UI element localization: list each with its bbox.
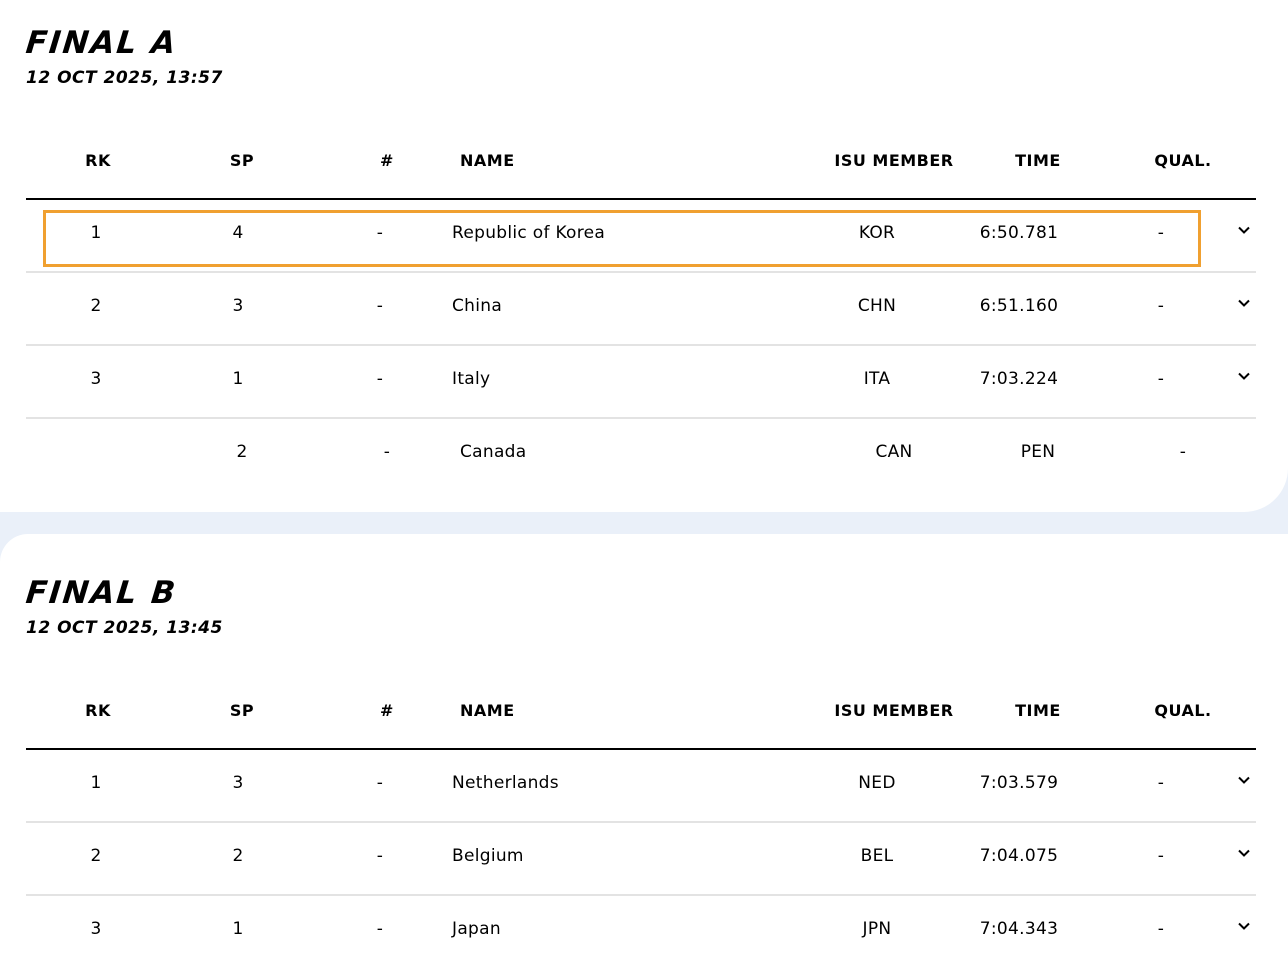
cell-isu-member: CHN: [857, 296, 897, 316]
cell-name: Canada: [460, 442, 527, 462]
chevron-down-icon[interactable]: [1237, 773, 1251, 787]
chevron-down-icon[interactable]: [1237, 919, 1251, 933]
cell-rk: 1: [90, 773, 102, 793]
table-header: RK SP # NAME ISU MEMBER TIME QUAL.: [26, 676, 1256, 750]
header-time: TIME: [1015, 701, 1061, 720]
cell-number: -: [376, 223, 384, 243]
cell-sp: 3: [232, 773, 244, 793]
section-title: FINAL B: [24, 575, 179, 611]
header-sp: SP: [229, 701, 255, 720]
cell-qual: -: [1179, 442, 1187, 462]
cell-number: -: [376, 296, 384, 316]
cell-number: -: [376, 369, 384, 389]
header-sp: SP: [229, 151, 255, 170]
cell-qual: -: [1157, 223, 1165, 243]
cell-isu-member: KOR: [858, 223, 896, 243]
table-row[interactable]: 2 2 - Belgium BEL 7:04.075 -: [26, 822, 1256, 896]
cell-rk: 3: [90, 919, 102, 939]
header-rk: RK: [85, 151, 111, 170]
table-row[interactable]: 1 4 - Republic of Korea KOR 6:50.781 -: [26, 199, 1256, 273]
table-row[interactable]: 1 3 - Netherlands NED 7:03.579 -: [26, 749, 1256, 823]
cell-time: 6:51.160: [979, 296, 1059, 316]
chevron-down-icon[interactable]: [1237, 296, 1251, 310]
cell-rk: 2: [90, 846, 102, 866]
cell-sp: 2: [232, 846, 244, 866]
cell-sp: 1: [232, 919, 244, 939]
cell-time: 6:50.781: [979, 223, 1059, 243]
cell-isu-member: CAN: [875, 442, 913, 462]
cell-time: 7:03.579: [979, 773, 1059, 793]
table-row[interactable]: 3 1 - Japan JPN 7:04.343 -: [26, 895, 1256, 967]
cell-rk: 3: [90, 369, 102, 389]
cell-rk: 2: [90, 296, 102, 316]
cell-isu-member: JPN: [862, 919, 892, 939]
section-datetime: 12 OCT 2025, 13:57: [26, 68, 223, 88]
cell-time: 7:03.224: [979, 369, 1059, 389]
header-isu-member: ISU MEMBER: [834, 151, 954, 170]
cell-number: -: [383, 442, 391, 462]
cell-number: -: [376, 919, 384, 939]
table-row[interactable]: 3 1 - Italy ITA 7:03.224 -: [26, 345, 1256, 419]
cell-qual: -: [1157, 773, 1165, 793]
header-number: #: [380, 151, 394, 170]
cell-sp: 1: [232, 369, 244, 389]
header-number: #: [380, 701, 394, 720]
cell-rk: 1: [90, 223, 102, 243]
cell-qual: -: [1157, 296, 1165, 316]
cell-isu-member: ITA: [863, 369, 891, 389]
chevron-down-icon[interactable]: [1237, 846, 1251, 860]
chevron-down-icon[interactable]: [1237, 369, 1251, 383]
table-row: 2 - Canada CAN PEN -: [26, 418, 1256, 490]
cell-name: Japan: [452, 919, 501, 939]
final-b-card: FINAL B 12 OCT 2025, 13:45 RK SP # NAME …: [0, 534, 1288, 980]
cell-name: Netherlands: [452, 773, 559, 793]
header-time: TIME: [1015, 151, 1061, 170]
cell-qual: -: [1157, 846, 1165, 866]
cell-isu-member: NED: [858, 773, 896, 793]
cell-sp: 3: [232, 296, 244, 316]
header-isu-member: ISU MEMBER: [834, 701, 954, 720]
cell-isu-member: BEL: [860, 846, 894, 866]
header-name: NAME: [460, 151, 515, 170]
cell-name: Italy: [452, 369, 491, 389]
cell-qual: -: [1157, 919, 1165, 939]
cell-time: PEN: [1020, 442, 1056, 462]
table-row[interactable]: 2 3 - China CHN 6:51.160 -: [26, 272, 1256, 346]
header-name: NAME: [460, 701, 515, 720]
header-qual: QUAL.: [1154, 701, 1212, 720]
cell-number: -: [376, 773, 384, 793]
section-title: FINAL A: [24, 25, 180, 61]
cell-sp: 2: [236, 442, 248, 462]
cell-sp: 4: [232, 223, 244, 243]
header-qual: QUAL.: [1154, 151, 1212, 170]
cell-name: Belgium: [452, 846, 524, 866]
cell-qual: -: [1157, 369, 1165, 389]
cell-name: Republic of Korea: [452, 223, 606, 243]
cell-time: 7:04.075: [979, 846, 1059, 866]
final-a-card: FINAL A 12 OCT 2025, 13:57 RK SP # NAME …: [0, 0, 1288, 512]
cell-time: 7:04.343: [979, 919, 1059, 939]
header-rk: RK: [85, 701, 111, 720]
cell-number: -: [376, 846, 384, 866]
section-datetime: 12 OCT 2025, 13:45: [26, 618, 223, 638]
chevron-down-icon[interactable]: [1237, 223, 1251, 237]
table-header: RK SP # NAME ISU MEMBER TIME QUAL.: [26, 126, 1256, 200]
cell-name: China: [452, 296, 503, 316]
